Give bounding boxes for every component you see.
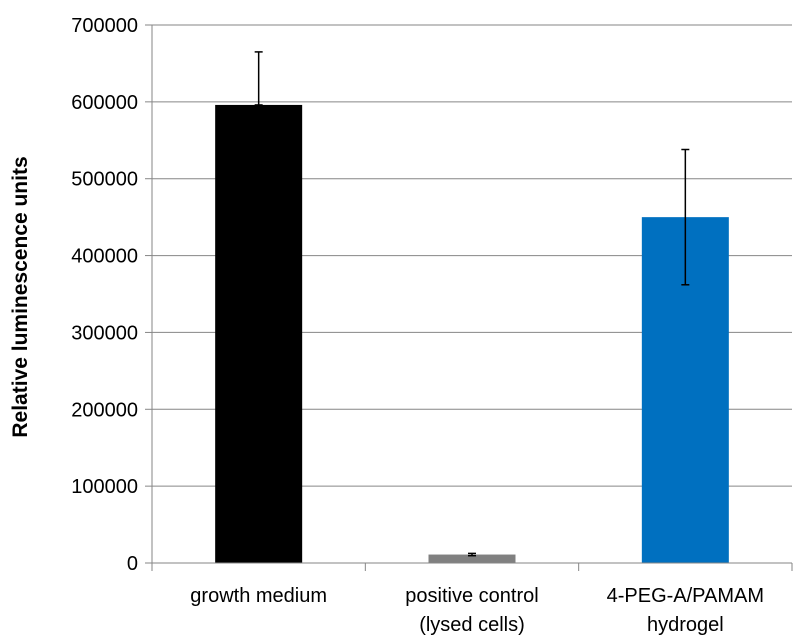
bar xyxy=(215,104,303,563)
error-bar xyxy=(468,552,476,557)
y-tick-label: 100000 xyxy=(71,476,138,498)
y-axis-label: Relative luminescence units xyxy=(9,156,32,437)
error-bar xyxy=(254,51,263,106)
bar xyxy=(428,554,516,563)
x-category-label: positive control xyxy=(405,585,538,607)
y-tick-label: 400000 xyxy=(71,246,138,268)
error-bars xyxy=(254,51,690,557)
x-category-label: hydrogel xyxy=(647,614,724,636)
y-tick-label: 600000 xyxy=(71,92,138,114)
error-bar xyxy=(681,148,690,286)
x-category-label: (lysed cells) xyxy=(419,614,525,636)
y-tick-label: 500000 xyxy=(71,169,138,191)
y-axis-ticks: 0 100000 200000 300000 400000 500000 600000 700… xyxy=(71,15,152,575)
x-axis-categories: growth medium positive control (lysed cell… xyxy=(190,585,764,636)
y-tick-label: 200000 xyxy=(71,399,138,421)
y-tick-label: 0 xyxy=(127,553,138,575)
y-tick-label: 300000 xyxy=(71,322,138,344)
x-category-label: growth medium xyxy=(190,585,327,607)
bars xyxy=(215,104,729,563)
x-category-label: 4-PEG-A/PAMAM xyxy=(607,585,764,607)
y-tick-label: 700000 xyxy=(71,15,138,37)
axes xyxy=(151,25,793,571)
